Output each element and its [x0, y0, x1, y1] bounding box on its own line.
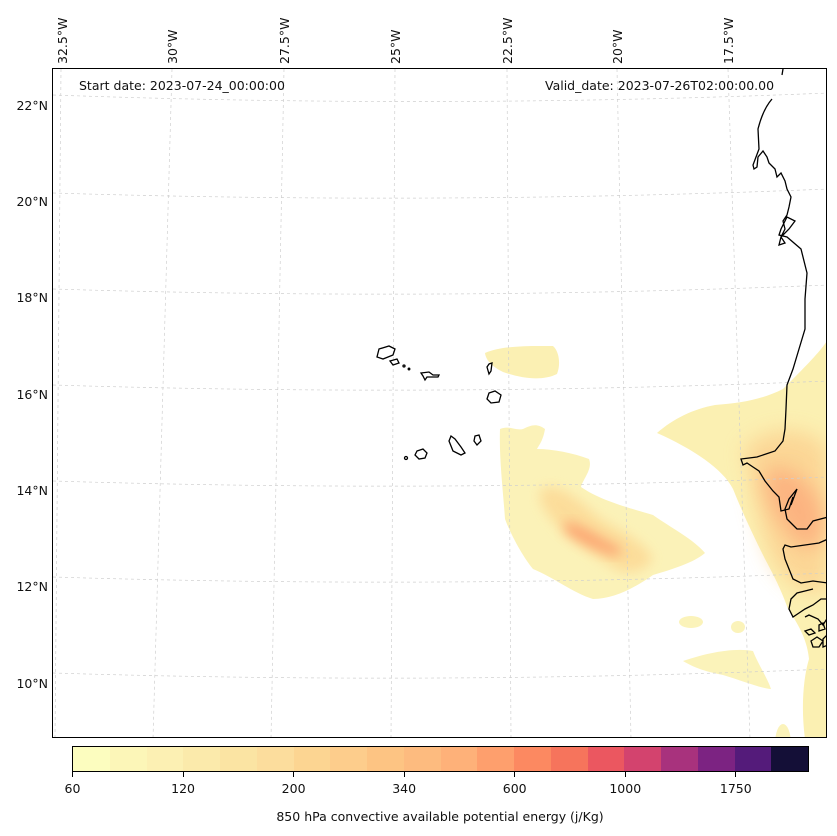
colorbar-segment-800 — [587, 747, 625, 771]
colorbar-segment-1500 — [697, 747, 735, 771]
lat-label-18n: 18°N — [16, 290, 48, 305]
colorbar-tick-label-60: 60 — [64, 781, 81, 796]
lon-label-17-5w: 17.5°W — [721, 17, 736, 64]
lat-label-14n: 14°N — [16, 483, 48, 498]
colorbar-segment-200 — [293, 747, 331, 771]
island-santiago — [448, 434, 466, 456]
gridlines — [53, 69, 826, 737]
colorbar-segment-60 — [73, 747, 110, 771]
lon-label-30w: 30°W — [165, 29, 180, 64]
lon-label-32-5w: 32.5°W — [55, 17, 70, 64]
cape-verde-islands — [376, 345, 502, 461]
colorbar-segment-2000 — [771, 747, 808, 771]
colorbar-tick-label-340: 340 — [392, 781, 417, 796]
island-sal — [486, 362, 493, 376]
colorbar-segment-1250 — [661, 747, 698, 771]
colorbar-tick — [403, 772, 405, 777]
colorbar-tick-label-1750: 1750 — [719, 781, 752, 796]
colorbar-segment-500 — [477, 747, 514, 771]
colorbar — [72, 746, 809, 772]
lat-label-20n: 20°N — [16, 194, 48, 209]
colorbar-tick-label-600: 600 — [502, 781, 527, 796]
colorbar-tick — [293, 772, 295, 777]
island-santo-antao — [376, 345, 396, 360]
valid-date-label: Valid_date: 2023-07-26T02:00:00.00 — [545, 78, 775, 93]
colorbar-segment-240 — [330, 747, 367, 771]
island-maio — [473, 434, 482, 446]
cape-region-central-arc-core — [565, 521, 622, 556]
colorbar-segment-1750 — [734, 747, 772, 771]
colorbar-tick — [624, 772, 626, 777]
colorbar-segment-160 — [256, 747, 294, 771]
colorbar-segment-700 — [550, 747, 588, 771]
colorbar-segment-1000 — [624, 747, 661, 771]
cape-region-patch-3 — [683, 649, 771, 689]
island-sao-nicolau-dot — [407, 367, 411, 371]
coastline-west-africa — [740, 69, 826, 627]
island-fogo — [414, 448, 428, 460]
island-boa-vista — [486, 390, 502, 404]
lon-label-27-5w: 27.5°W — [277, 17, 292, 64]
cape-field — [485, 342, 826, 737]
island-sao-vicente — [388, 358, 400, 366]
map-panel — [52, 68, 827, 738]
colorbar-segment-600 — [514, 747, 551, 771]
coastline-guinea-bissau-islands — [803, 622, 826, 648]
cape-region-central-arc-mid — [539, 487, 653, 573]
lat-label-16n: 16°N — [16, 387, 48, 402]
colorbar-segment-340 — [403, 747, 441, 771]
colorbar-tick — [735, 772, 737, 777]
cape-region-north-blob — [485, 345, 560, 379]
lon-label-22-5w: 22.5°W — [500, 17, 515, 64]
colorbar-tick — [182, 772, 184, 777]
colorbar-tick-label-1000: 1000 — [609, 781, 642, 796]
lat-label-22n: 22°N — [16, 98, 48, 113]
colorbar-tick — [72, 772, 73, 777]
colorbar-segment-80 — [109, 747, 147, 771]
colorbar-segment-100 — [146, 747, 184, 771]
lon-label-25w: 25°W — [388, 29, 403, 64]
colorbar-segment-120 — [183, 747, 220, 771]
island-brava — [403, 455, 409, 461]
colorbar-tick — [514, 772, 516, 777]
coastline — [740, 69, 826, 648]
colorbar-segment-280 — [367, 747, 404, 771]
lon-label-20w: 20°W — [610, 29, 625, 64]
cape-region-coastal-core — [765, 467, 825, 549]
colorbar-tick-label-200: 200 — [281, 781, 306, 796]
island-santa-luzia — [402, 364, 406, 368]
island-sao-nicolau — [419, 371, 441, 382]
colorbar-tick-label-120: 120 — [171, 781, 195, 796]
colorbar-segment-140 — [220, 747, 257, 771]
colorbar-segment-400 — [440, 747, 478, 771]
lat-label-12n: 12°N — [16, 579, 48, 594]
cape-region-central-arc — [499, 425, 705, 599]
lat-label-10n: 10°N — [16, 676, 48, 691]
start-date-label: Start date: 2023-07-24_00:00:00 — [79, 78, 285, 93]
cape-region-patch-4 — [775, 724, 791, 737]
cape-region-patch-1 — [679, 616, 703, 628]
cape-region-patch-2 — [731, 621, 745, 633]
map-canvas — [53, 69, 826, 737]
colorbar-title: 850 hPa convective available potential e… — [276, 809, 604, 824]
